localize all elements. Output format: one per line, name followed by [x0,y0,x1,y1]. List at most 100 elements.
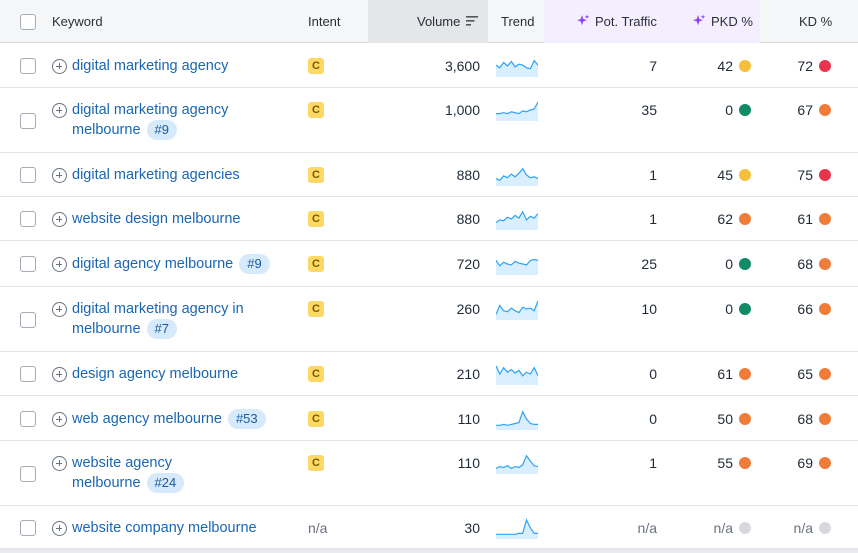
pkd-value: 45 [717,167,733,183]
trend-area [496,519,538,539]
add-to-list-icon[interactable] [52,212,67,227]
serp-rank-badge[interactable]: #24 [146,473,185,493]
keyword-link[interactable]: website agency melbourne #24 [72,453,185,493]
add-to-list-icon[interactable] [52,456,67,471]
pkd-difficulty-dot [739,60,751,72]
pkd-difficulty-dot [739,104,751,116]
pkd-difficulty-dot [739,169,751,181]
pot-traffic-value: 0 [649,411,657,427]
row-checkbox[interactable] [20,312,36,328]
col-keyword[interactable]: Keyword [52,14,103,29]
trend-area [496,259,538,275]
serp-rank-badge[interactable]: #53 [227,409,266,429]
row-checkbox[interactable] [20,366,36,382]
table-row: design agency melbourne C 210 0 61 65 [0,352,858,396]
kd-value: 68 [797,411,813,427]
trend-sparkline[interactable] [496,298,538,320]
volume-value: 880 [456,167,480,183]
serp-rank-badge[interactable]: #9 [146,120,177,140]
trend-sparkline[interactable] [496,253,538,275]
intent-commercial-badge[interactable]: C [308,411,324,427]
trend-sparkline[interactable] [496,363,538,385]
keyword-text-line: website agency [72,455,172,471]
col-pkd[interactable]: PKD % [692,0,753,43]
keyword-link[interactable]: web agency melbourne #53 [72,409,266,429]
intent-commercial-badge[interactable]: C [308,301,324,317]
trend-area [496,168,538,186]
keyword-link[interactable]: digital marketing agency [72,56,228,76]
pot-traffic-value: 1 [649,455,657,471]
intent-commercial-badge[interactable]: C [308,256,324,272]
add-to-list-icon[interactable] [52,257,67,272]
table-row: digital marketing agencies C 880 1 45 75 [0,153,858,197]
trend-sparkline[interactable] [496,208,538,230]
row-checkbox[interactable] [20,256,36,272]
col-volume[interactable]: Volume [417,0,479,43]
kd-difficulty-dot [819,60,831,72]
add-to-list-icon[interactable] [52,412,67,427]
row-checkbox[interactable] [20,520,36,536]
keyword-link[interactable]: website design melbourne [72,209,240,229]
table-row: website company melbourne n/a 30 n/a n/a n/a [0,506,858,549]
row-checkbox[interactable] [20,411,36,427]
row-checkbox[interactable] [20,113,36,129]
trend-line [496,300,538,315]
kd-value: 61 [797,211,813,227]
pot-traffic-value: 10 [641,301,657,317]
trend-area [496,300,538,320]
intent-commercial-badge[interactable]: C [308,58,324,74]
serp-rank-badge[interactable]: #9 [239,254,270,274]
keyword-text-line: website design melbourne [72,211,241,227]
col-intent[interactable]: Intent [308,14,341,29]
volume-value: 210 [456,366,480,382]
volume-value: 880 [456,211,480,227]
keyword-link[interactable]: website company melbourne [72,518,257,538]
add-to-list-icon[interactable] [52,521,67,536]
col-kd[interactable]: KD % [799,14,833,29]
keyword-link[interactable]: digital marketing agencies [72,165,240,185]
trend-line [496,454,538,470]
pkd-value: 0 [725,301,733,317]
kd-difficulty-dot [819,368,831,380]
keyword-link[interactable]: design agency melbourne [72,364,238,384]
keyword-text-line: website company melbourne [72,520,257,536]
volume-value: 3,600 [444,58,480,74]
trend-sparkline[interactable] [496,164,538,186]
trend-sparkline[interactable] [496,55,538,77]
col-pot-traffic[interactable]: Pot. Traffic [576,0,657,43]
keyword-text-line: digital marketing agencies [72,167,240,183]
add-to-list-icon[interactable] [52,302,67,317]
trend-sparkline[interactable] [496,408,538,430]
trend-line [496,410,538,426]
intent-commercial-badge[interactable]: C [308,211,324,227]
add-to-list-icon[interactable] [52,367,67,382]
keyword-link[interactable]: digital marketing agency in melbourne #7 [72,299,244,339]
add-to-list-icon[interactable] [52,59,67,74]
intent-commercial-badge[interactable]: C [308,167,324,183]
keyword-link[interactable]: digital marketing agency melbourne #9 [72,100,228,140]
intent-commercial-badge[interactable]: C [308,102,324,118]
row-checkbox[interactable] [20,211,36,227]
intent-commercial-badge[interactable]: C [308,366,324,382]
horizontal-scrollbar[interactable] [0,549,858,553]
trend-sparkline[interactable] [496,452,538,474]
trend-line [496,167,538,182]
trend-sparkline[interactable] [496,517,538,539]
pkd-difficulty-dot [739,368,751,380]
row-checkbox[interactable] [20,167,36,183]
kd-value: 68 [797,256,813,272]
row-checkbox[interactable] [20,466,36,482]
add-to-list-icon[interactable] [52,168,67,183]
col-trend[interactable]: Trend [501,14,535,29]
keyword-link[interactable]: digital agency melbourne #9 [72,254,270,274]
pkd-value: 0 [725,102,733,118]
kd-value: 72 [797,58,813,74]
table-row: digital agency melbourne #9 C 720 25 0 68 [0,241,858,287]
row-checkbox[interactable] [20,58,36,74]
intent-commercial-badge[interactable]: C [308,455,324,471]
select-all-checkbox[interactable] [20,14,36,30]
keyword-text-line: melbourne #9 [72,120,228,140]
serp-rank-badge[interactable]: #7 [146,319,177,339]
trend-sparkline[interactable] [496,99,538,121]
add-to-list-icon[interactable] [52,103,67,118]
